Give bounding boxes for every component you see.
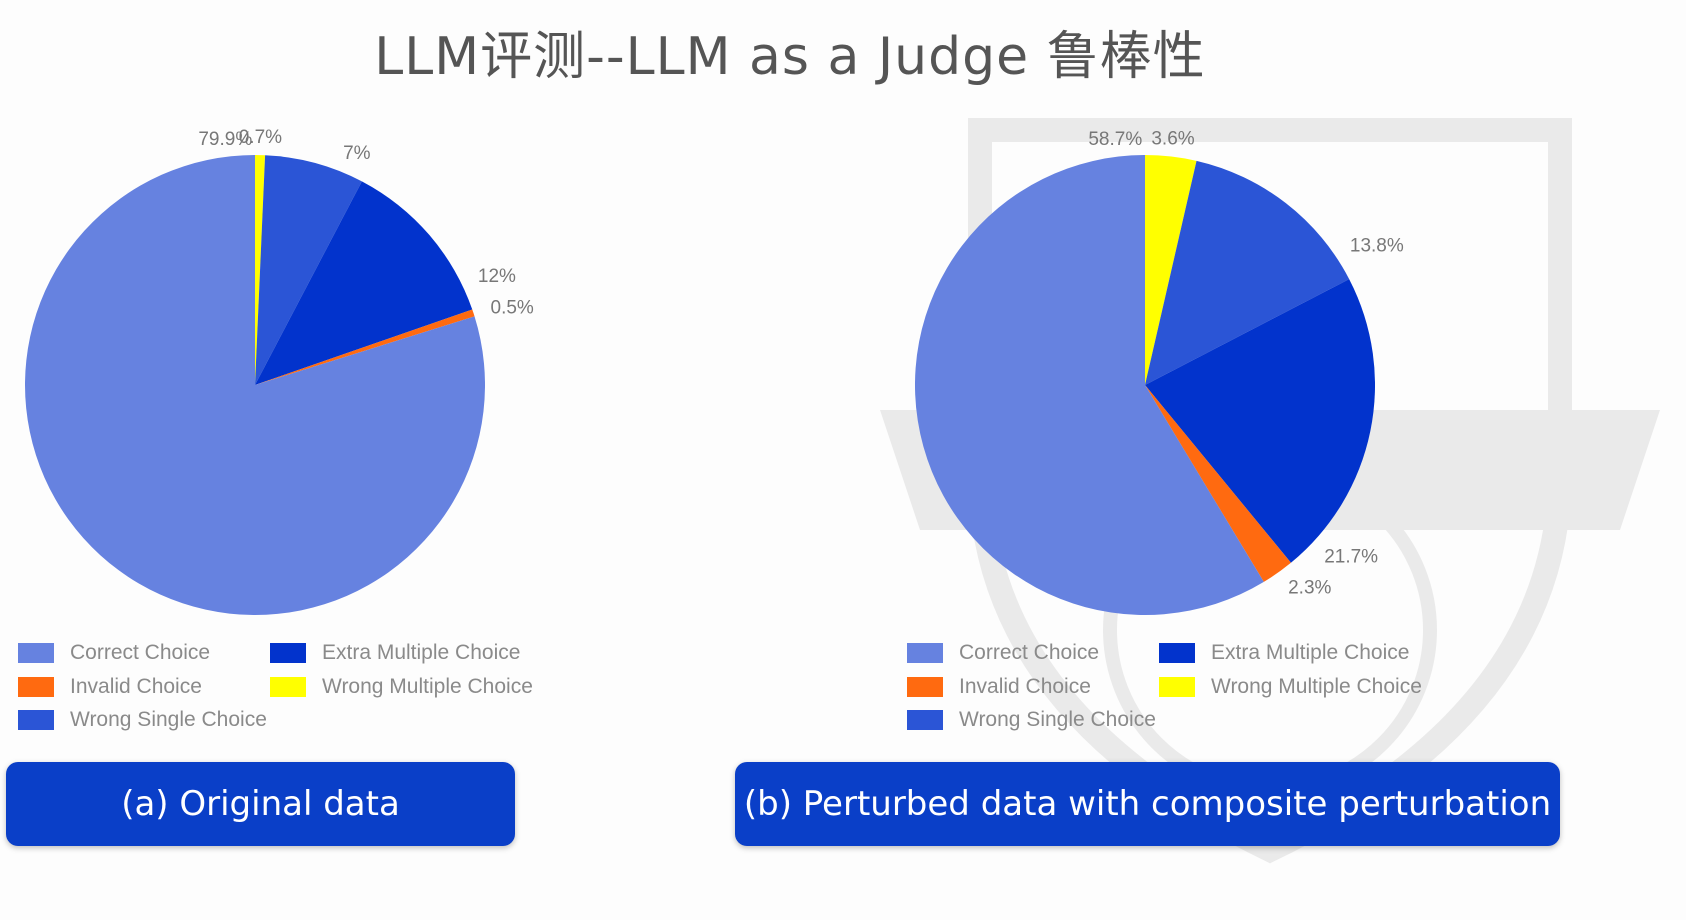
legend-label: Wrong Multiple Choice (1211, 675, 1422, 698)
legend-swatch (18, 677, 54, 697)
pie-data-label: 2.3% (1288, 578, 1331, 599)
legend-swatch (1159, 643, 1195, 663)
legend-label: Wrong Single Choice (959, 708, 1156, 731)
legend-item-wrong-single-choice: Wrong Single Choice (18, 707, 267, 733)
legend-item-wrong-single-choice: Wrong Single Choice (907, 707, 1156, 733)
pie-data-label: 79.9% (198, 129, 252, 150)
legend-label: Wrong Multiple Choice (322, 675, 533, 698)
legend-swatch (270, 677, 306, 697)
pie-data-label: 0.7% (239, 127, 282, 148)
pie-data-label: 21.7% (1324, 547, 1378, 568)
pie-slice-correct-choice (24, 154, 485, 615)
slide-title: LLM评测--LLM as a Judge 鲁棒性 (374, 27, 1206, 87)
legend-swatch (907, 677, 943, 697)
legend-item-invalid-choice: Invalid Choice (907, 674, 1091, 700)
legend-label: Extra Multiple Choice (1211, 641, 1410, 664)
pie-slice-extra-multiple-choice (1145, 279, 1376, 563)
legend-item-invalid-choice: Invalid Choice (18, 674, 202, 700)
pie-data-label: 0.5% (491, 297, 534, 318)
legend-label: Invalid Choice (959, 675, 1091, 698)
pie-data-label: 12% (478, 266, 516, 287)
caption-perturbed: (b) Perturbed data with composite pertur… (735, 762, 1560, 846)
pie-slice-wrong-multiple-choice (1145, 155, 1197, 385)
legend-label: Correct Choice (959, 641, 1100, 664)
pie-slice-invalid-choice (255, 309, 475, 385)
pie-slice-invalid-choice (1145, 385, 1291, 582)
legend-swatch (18, 710, 54, 730)
legend-item-correct-choice: Correct Choice (18, 640, 210, 666)
legend-label: Correct Choice (70, 641, 211, 664)
legend-label: Wrong Single Choice (70, 708, 267, 731)
pie-data-label: 58.7% (1088, 129, 1142, 150)
legend-swatch (907, 710, 943, 730)
legend-label: Invalid Choice (70, 675, 202, 698)
legend-item-extra-multiple-choice: Extra Multiple Choice (1159, 640, 1409, 666)
legend-swatch (270, 643, 306, 663)
legend-original: Correct Choice Invalid Choice Wrong Sing… (18, 638, 578, 748)
legend-item-wrong-multiple-choice: Wrong Multiple Choice (270, 674, 533, 700)
pie-slice-wrong-single-choice (255, 155, 362, 385)
pie-data-label: 3.6% (1151, 129, 1194, 150)
pie-chart-perturbed: 3.6% 13.8% 21.7% 2.3% 58.7% (914, 129, 1404, 616)
legend-swatch (907, 643, 943, 663)
legend-swatch (1159, 677, 1195, 697)
legend-swatch (18, 643, 54, 663)
caption-original: (a) Original data (6, 762, 515, 846)
pie-slice-wrong-single-choice (1145, 160, 1350, 385)
pie-chart-original: 0.7% 7% 12% 0.5% 79.9% (24, 127, 534, 615)
pie-slice-correct-choice (914, 155, 1264, 616)
pie-data-label: 7% (343, 143, 371, 164)
legend-perturbed: Correct Choice Invalid Choice Wrong Sing… (907, 638, 1467, 748)
legend-item-wrong-multiple-choice: Wrong Multiple Choice (1159, 674, 1422, 700)
pie-slice-wrong-multiple-choice (255, 155, 266, 385)
pie-slice-extra-multiple-choice (255, 181, 473, 385)
pie-data-label: 13.8% (1350, 235, 1404, 256)
legend-label: Extra Multiple Choice (322, 641, 521, 664)
legend-item-correct-choice: Correct Choice (907, 640, 1099, 666)
legend-item-extra-multiple-choice: Extra Multiple Choice (270, 640, 520, 666)
